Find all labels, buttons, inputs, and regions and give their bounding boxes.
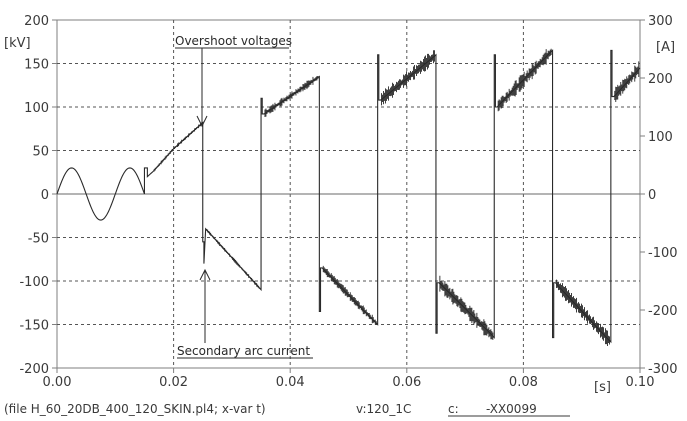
annotation-overshoot: Overshoot voltages bbox=[175, 34, 292, 128]
left-axis-tick-label: -100 bbox=[19, 275, 49, 290]
footer-variable: v:120_1C bbox=[356, 402, 411, 416]
oscillation-ripple bbox=[153, 48, 640, 346]
left-axis-tick-label: -50 bbox=[28, 232, 49, 247]
series-ripple bbox=[153, 48, 640, 346]
left-axis-tick-label: 200 bbox=[24, 14, 49, 29]
annotation-secondary-arc-text: Secondary arc current bbox=[177, 344, 310, 358]
x-axis-tick-label: 0.10 bbox=[626, 375, 655, 390]
left-axis-tick-label: -200 bbox=[19, 362, 49, 377]
left-axis-tick-label: -150 bbox=[19, 319, 49, 334]
x-axis-tick-label: 0.00 bbox=[43, 375, 72, 390]
x-axis-tick-label: 0.02 bbox=[159, 375, 188, 390]
right-axis-tick-label: 100 bbox=[648, 130, 673, 145]
footer-caption: (file H_60_20DB_400_120_SKIN.pl4; x-var … bbox=[4, 402, 570, 417]
left-axis-tick-label: 50 bbox=[32, 145, 49, 160]
left-axis-unit-label: [kV] bbox=[4, 36, 31, 51]
x-axis-tick-label: 0.06 bbox=[392, 375, 421, 390]
annotation-overshoot-text: Overshoot voltages bbox=[175, 34, 292, 48]
left-axis-tick-label: 0 bbox=[41, 188, 49, 203]
left-axis-tick-label: 150 bbox=[24, 58, 49, 73]
right-axis-tick-label: 300 bbox=[648, 14, 673, 29]
right-axis-unit-label: [A] bbox=[656, 40, 675, 55]
right-axis-tick-labels: 300 200 100 0 -100 -200 -300 bbox=[640, 14, 678, 377]
left-axis-tick-label: 100 bbox=[24, 101, 49, 116]
annotation-secondary-arc: Secondary arc current bbox=[177, 268, 313, 359]
footer-c-label: c: bbox=[448, 402, 459, 416]
x-axis-tick-label: 0.08 bbox=[509, 375, 538, 390]
left-axis-tick-labels: 200 150 100 50 0 -50 -100 -150 -200 bbox=[19, 14, 57, 377]
right-axis-tick-label: -100 bbox=[648, 246, 678, 261]
x-axis-tick-label: 0.04 bbox=[276, 375, 305, 390]
right-axis-tick-label: -300 bbox=[648, 362, 678, 377]
x-axis-unit-label: [s] bbox=[594, 380, 611, 395]
right-axis-tick-label: -200 bbox=[648, 304, 678, 319]
footer-file-info: (file H_60_20DB_400_120_SKIN.pl4; x-var … bbox=[4, 402, 266, 416]
x-axis-tick-labels: 0.00 0.02 0.04 0.06 0.08 0.10 bbox=[43, 368, 655, 390]
right-axis-tick-label: 200 bbox=[648, 72, 673, 87]
footer-c-value: -XX0099 bbox=[486, 402, 537, 416]
right-axis-tick-label: 0 bbox=[648, 188, 656, 203]
annotation-overshoot-arrowhead bbox=[196, 115, 208, 128]
annotation-secondary-arc-arrowhead bbox=[199, 268, 211, 281]
